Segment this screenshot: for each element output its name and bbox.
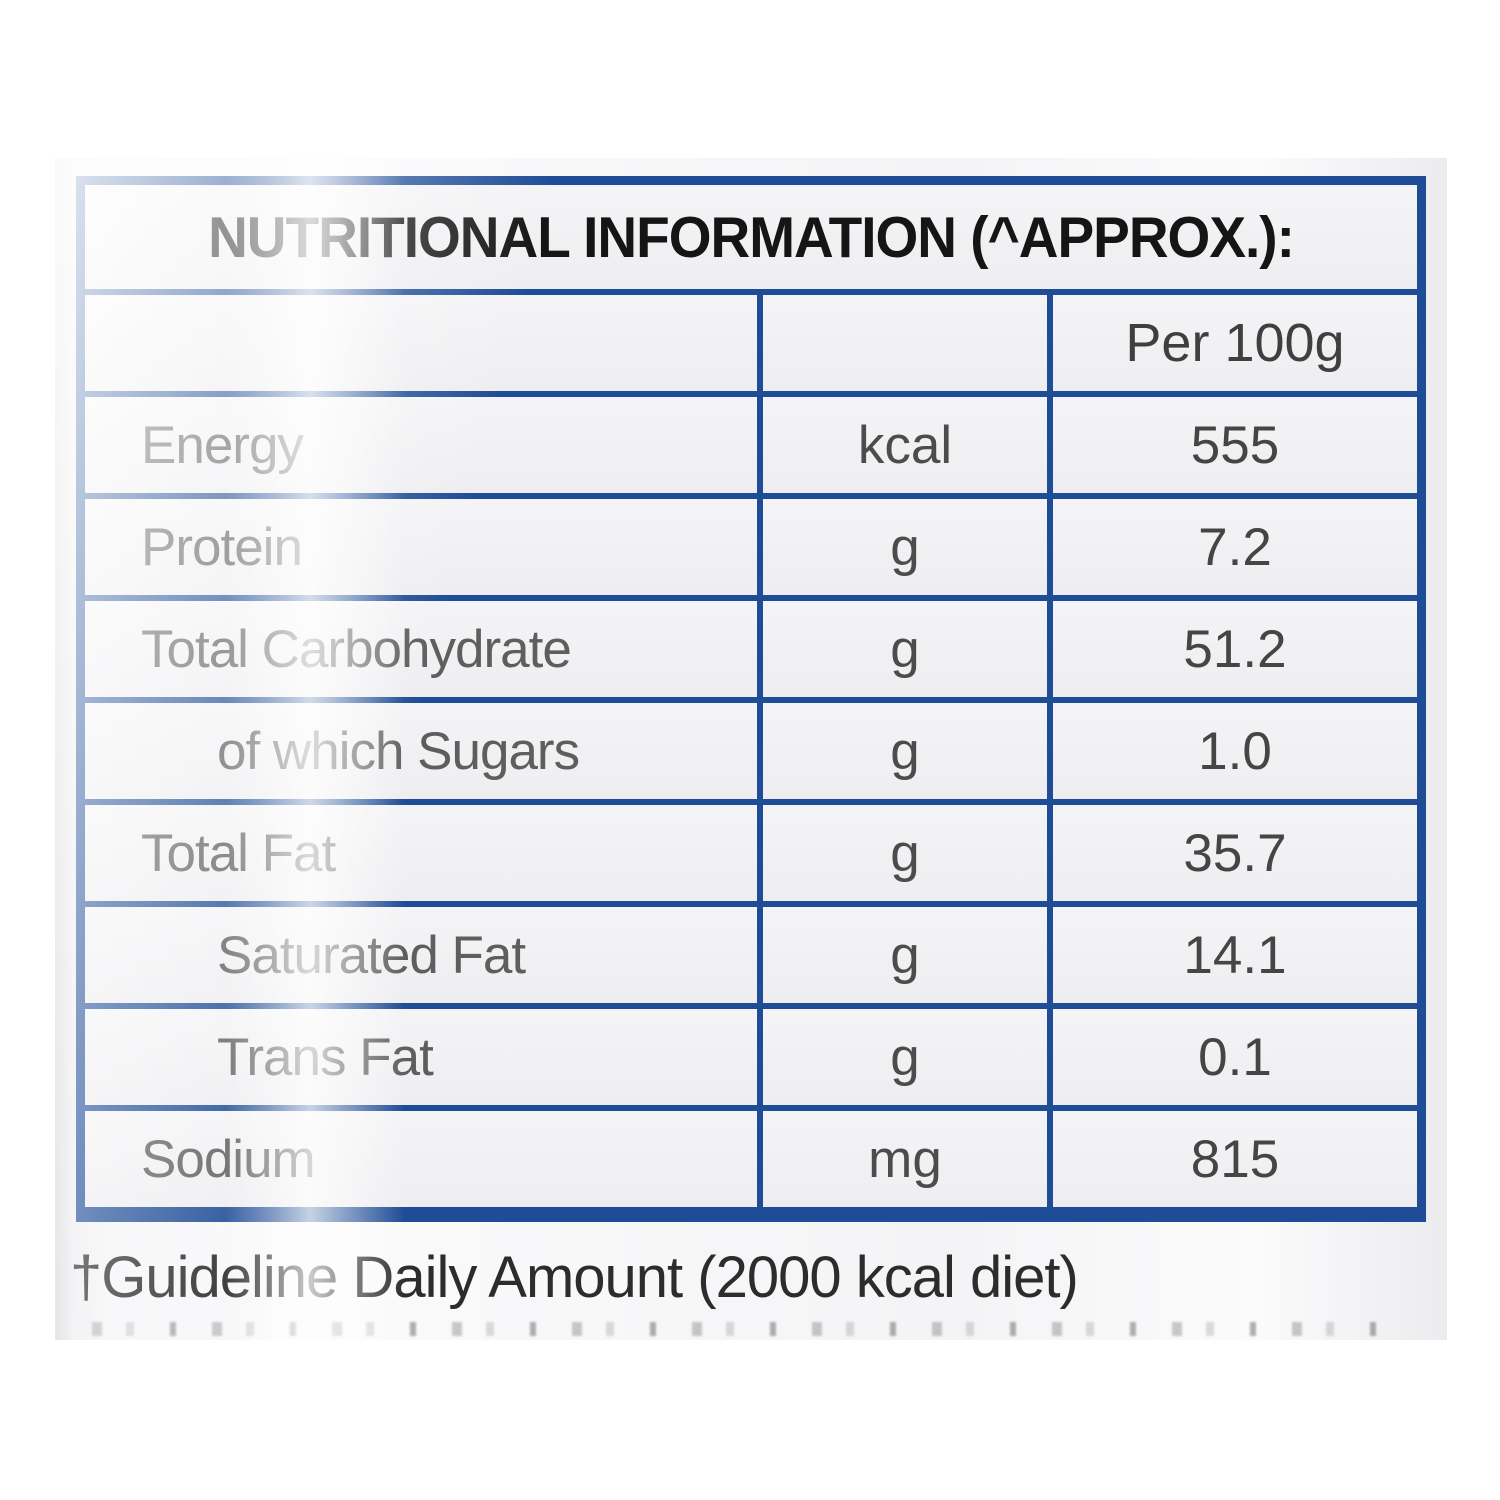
nutrient-label: Protein: [141, 517, 303, 577]
nutrient-label-cell: Protein: [85, 499, 757, 595]
nutrient-value-cell: 51.2: [1053, 601, 1417, 697]
nutrient-unit-cell: g: [763, 499, 1047, 595]
guideline-footnote: †Guideline Daily Amount (2000 kcal diet): [70, 1245, 1079, 1310]
column-header-row: Per 100g: [85, 295, 1417, 391]
truncated-text-line: [92, 1322, 1402, 1336]
nutrient-label-cell: Energy: [85, 397, 757, 493]
nutrient-unit-cell: kcal: [763, 397, 1047, 493]
nutrient-value-cell: 14.1: [1053, 907, 1417, 1003]
nutrient-unit-cell: g: [763, 1009, 1047, 1105]
nutrient-unit: g: [890, 1027, 920, 1087]
nutrient-label: Energy: [141, 415, 304, 475]
nutrient-row: Sodium mg 815: [85, 1111, 1417, 1207]
nutrient-unit-cell: g: [763, 703, 1047, 799]
nutrient-row: Protein g 7.2: [85, 499, 1417, 595]
nutrient-row: of which Sugars g 1.0: [85, 703, 1417, 799]
nutrient-value-cell: 7.2: [1053, 499, 1417, 595]
nutrient-unit-cell: mg: [763, 1111, 1047, 1207]
nutrient-unit-cell: g: [763, 907, 1047, 1003]
column-header-empty-label: [85, 295, 757, 391]
nutrition-table: NUTRITIONAL INFORMATION (^APPROX.): Per …: [76, 176, 1426, 1222]
nutrient-label: Trans Fat: [217, 1027, 434, 1087]
nutrient-label-cell: Sodium: [85, 1111, 757, 1207]
nutrient-value-cell: 0.1: [1053, 1009, 1417, 1105]
nutrient-row: Saturated Fat g 14.1: [85, 907, 1417, 1003]
nutrient-unit: mg: [868, 1129, 942, 1189]
nutrient-label-cell: Total Carbohydrate: [85, 601, 757, 697]
nutrient-value-cell: 1.0: [1053, 703, 1417, 799]
column-header-empty-unit: [763, 295, 1047, 391]
nutrient-row: Total Fat g 35.7: [85, 805, 1417, 901]
nutrient-label-cell: Saturated Fat: [85, 907, 757, 1003]
nutrient-value: 815: [1190, 1129, 1280, 1189]
nutrient-unit: g: [890, 517, 920, 577]
nutrient-label-cell: Trans Fat: [85, 1009, 757, 1105]
nutrient-value: 1.0: [1198, 721, 1272, 781]
nutrient-label: Sodium: [141, 1129, 316, 1189]
nutrient-value-cell: 815: [1053, 1111, 1417, 1207]
nutrient-label-cell: of which Sugars: [85, 703, 757, 799]
nutrient-unit: kcal: [857, 415, 953, 475]
nutrient-unit: g: [890, 823, 920, 883]
nutrient-unit-cell: g: [763, 805, 1047, 901]
nutrient-unit: g: [890, 619, 920, 679]
nutrient-label-cell: Total Fat: [85, 805, 757, 901]
amount-column-header-label: Per 100g: [1125, 313, 1345, 373]
nutrient-value: 51.2: [1183, 619, 1287, 679]
nutrient-unit: g: [890, 925, 920, 985]
column-header-amount: Per 100g: [1053, 295, 1417, 391]
nutrient-value: 555: [1190, 415, 1280, 475]
nutrient-label: Total Carbohydrate: [141, 619, 572, 679]
nutrient-row: Trans Fat g 0.1: [85, 1009, 1417, 1105]
nutrient-row: Total Carbohydrate g 51.2: [85, 601, 1417, 697]
nutrient-value-cell: 555: [1053, 397, 1417, 493]
nutrient-unit-cell: g: [763, 601, 1047, 697]
nutrient-unit: g: [890, 721, 920, 781]
nutrient-value-cell: 35.7: [1053, 805, 1417, 901]
nutrient-value: 35.7: [1183, 823, 1287, 883]
nutrient-value: 14.1: [1183, 925, 1287, 985]
nutrient-label: Total Fat: [141, 823, 336, 883]
table-title-row: NUTRITIONAL INFORMATION (^APPROX.):: [85, 185, 1417, 289]
nutrient-label: Saturated Fat: [217, 925, 526, 985]
nutrient-label: of which Sugars: [217, 721, 580, 781]
nutrient-value: 7.2: [1198, 517, 1272, 577]
nutrient-row: Energy kcal 555: [85, 397, 1417, 493]
nutrient-value: 0.1: [1198, 1027, 1272, 1087]
table-title: NUTRITIONAL INFORMATION (^APPROX.):: [208, 204, 1295, 270]
